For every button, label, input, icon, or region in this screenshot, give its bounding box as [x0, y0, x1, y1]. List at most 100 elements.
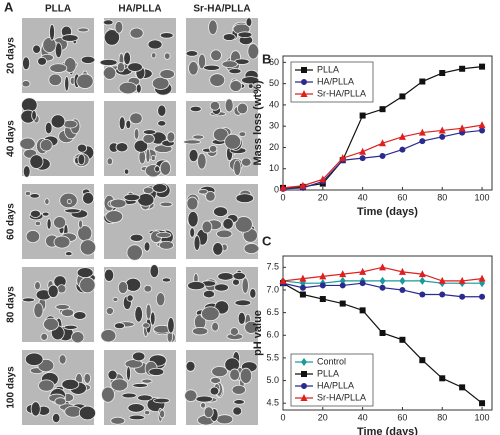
sem-image — [183, 98, 258, 176]
x-tick-label: 40 — [358, 412, 368, 422]
marker — [478, 121, 486, 129]
pore — [185, 360, 196, 372]
row-label: 80 days — [6, 286, 17, 323]
legend-label: Sr-HA/PLLA — [317, 88, 366, 98]
pore — [224, 98, 234, 113]
pore — [247, 43, 260, 60]
pore — [21, 297, 36, 303]
marker — [419, 291, 426, 298]
marker — [439, 291, 446, 298]
pore — [62, 119, 78, 129]
y-tick-label: 5.5 — [266, 352, 279, 362]
pore — [201, 306, 220, 322]
pore — [156, 232, 172, 238]
pore — [239, 367, 253, 384]
pore — [224, 133, 242, 150]
pore — [106, 157, 113, 166]
pore — [189, 227, 196, 238]
pore — [200, 402, 207, 409]
marker — [299, 181, 307, 189]
marker — [319, 175, 327, 183]
pore — [209, 386, 220, 396]
pore — [143, 241, 151, 252]
pore — [221, 60, 238, 69]
pore — [189, 105, 202, 113]
marker — [419, 276, 426, 285]
pore — [110, 378, 129, 392]
pore — [64, 251, 73, 257]
pore — [167, 317, 175, 334]
legend-label: PLLA — [317, 368, 339, 378]
pore — [55, 304, 70, 311]
pore — [142, 186, 154, 195]
pore — [125, 119, 132, 130]
pore — [103, 268, 115, 282]
marker — [379, 139, 387, 147]
marker — [438, 276, 446, 284]
pore — [142, 129, 157, 135]
pore — [186, 196, 199, 211]
marker — [379, 263, 387, 271]
marker — [299, 284, 306, 291]
pore — [54, 397, 67, 406]
pore — [143, 284, 153, 293]
pore — [234, 299, 252, 307]
panel-label: C — [262, 233, 272, 248]
marker — [359, 267, 367, 275]
pore — [34, 220, 41, 227]
pore — [127, 62, 143, 72]
x-tick-label: 20 — [318, 412, 328, 422]
plot-frame — [282, 55, 493, 191]
x-tick-label: 80 — [437, 412, 447, 422]
pore — [66, 198, 72, 205]
pore — [237, 31, 253, 39]
marker — [439, 375, 446, 382]
y-tick-label: 20 — [269, 142, 279, 152]
pore — [154, 165, 161, 173]
row-label: 20 days — [6, 37, 17, 74]
marker — [379, 330, 386, 336]
x-tick-label: 20 — [318, 192, 328, 202]
legend-marker — [301, 358, 307, 366]
marker — [399, 93, 406, 100]
pore — [215, 414, 234, 425]
marker — [359, 155, 366, 162]
pore — [195, 395, 214, 403]
x-tick-label: 60 — [397, 412, 407, 422]
pore — [233, 159, 242, 176]
x-tick-label: 0 — [280, 192, 285, 202]
y-tick-label: 60 — [269, 57, 279, 67]
pore — [185, 50, 199, 57]
sem-image — [101, 350, 176, 425]
legend-marker — [301, 371, 307, 377]
marker — [399, 286, 406, 293]
marker — [418, 128, 426, 136]
pore — [83, 372, 92, 384]
pore — [40, 332, 49, 341]
marker — [459, 384, 466, 391]
pore — [157, 120, 167, 127]
pore — [76, 143, 88, 153]
pore — [129, 27, 144, 39]
legend-marker — [300, 394, 308, 401]
pore — [129, 233, 144, 242]
pore — [99, 58, 118, 67]
pore — [232, 406, 243, 416]
pore — [49, 63, 68, 73]
pore — [64, 208, 81, 214]
sem-image — [186, 267, 259, 342]
sem-image — [103, 182, 176, 261]
y-tick-label: 7.0 — [266, 284, 279, 294]
pore — [29, 209, 41, 218]
pore — [82, 192, 95, 205]
marker — [379, 106, 386, 113]
legend-label: Control — [317, 356, 346, 366]
pore — [166, 131, 176, 143]
marker — [459, 65, 466, 72]
pore — [211, 366, 228, 378]
pore — [77, 27, 90, 33]
pore — [151, 76, 170, 90]
marker — [279, 183, 287, 191]
pore — [143, 410, 151, 416]
